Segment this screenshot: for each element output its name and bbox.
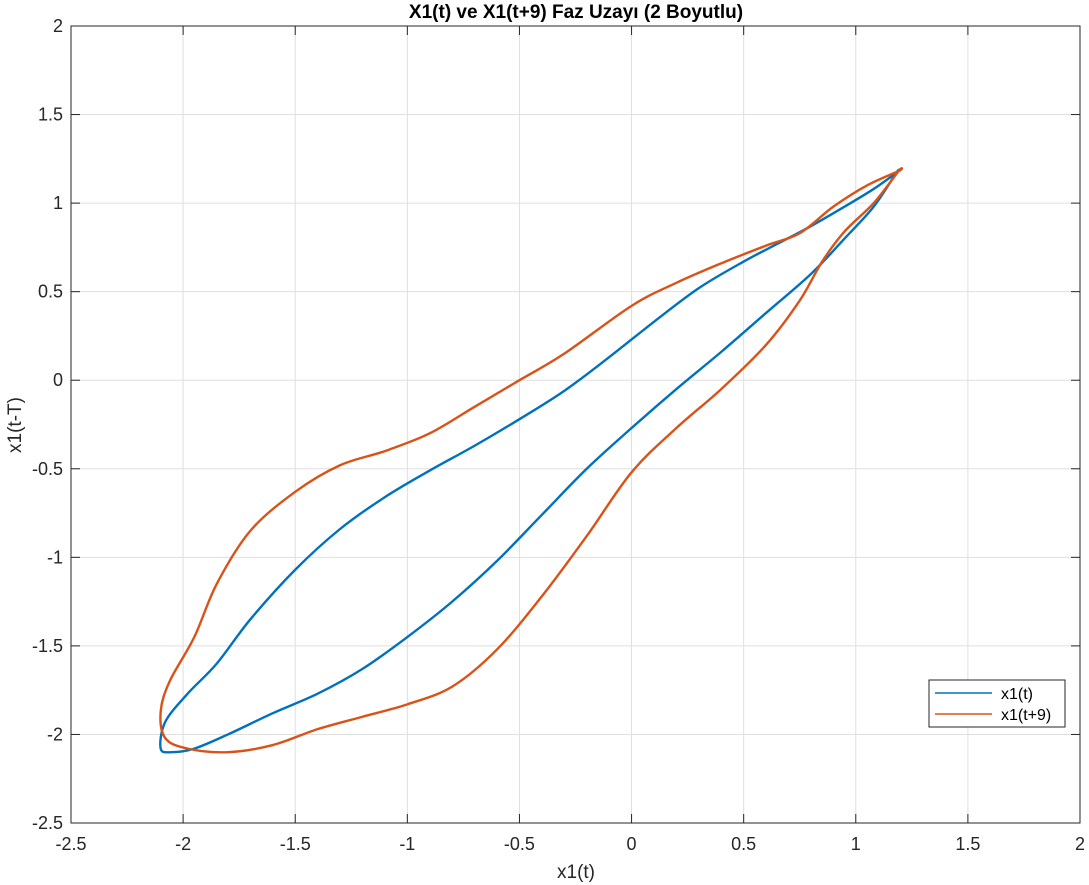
legend-label-0: x1(t) — [1001, 686, 1033, 703]
series-layer — [159, 167, 904, 754]
y-tick-label: -1.5 — [32, 636, 63, 656]
y-tick-label: 0 — [53, 370, 63, 390]
x-tick-label: -2.5 — [55, 834, 86, 854]
x-tick-label: 2 — [1075, 834, 1085, 854]
legend: x1(t) x1(t+9) — [928, 679, 1066, 728]
x-tick-label: 1.5 — [955, 834, 980, 854]
series-1-line — [159, 167, 904, 754]
series-1-path — [159, 167, 904, 754]
x-axis-label: x1(t) — [557, 862, 595, 883]
y-tick-label: 0.5 — [38, 282, 63, 302]
ticks — [70, 25, 1081, 824]
legend-box — [928, 679, 1066, 728]
x-tick-label: 0 — [627, 834, 637, 854]
x-tick-label: -1 — [399, 834, 415, 854]
tick-labels: -2.5 -2 -1.5 -1 -0.5 0 0.5 1 1.5 2 -2.5 -2 -1.5 -1 -0.… — [32, 16, 1085, 854]
legend-label-1: x1(t+9) — [1001, 707, 1051, 724]
x-tick-label: 0.5 — [731, 834, 756, 854]
x-tick-label: -1.5 — [280, 834, 311, 854]
series-0-path — [159, 168, 901, 754]
y-tick-label: 1 — [53, 193, 63, 213]
chart-title: X1(t) ve X1(t+9) Faz Uzayı (2 Boyutlu) — [409, 2, 743, 23]
y-tick-label: 1.5 — [38, 105, 63, 125]
axes-background — [71, 26, 1080, 823]
x-tick-label: 1 — [851, 834, 861, 854]
axes-box — [70, 25, 1081, 824]
y-tick-label: -1 — [47, 547, 63, 567]
x-tick-label: -0.5 — [504, 834, 535, 854]
x-tick-label: -2 — [175, 834, 191, 854]
plot-area — [70, 25, 1081, 824]
series-0-line — [159, 168, 901, 754]
y-tick-label: -2 — [47, 724, 63, 744]
grid — [70, 25, 1081, 824]
y-tick-label: -2.5 — [32, 813, 63, 833]
y-tick-label: 2 — [53, 16, 63, 36]
y-tick-label: -0.5 — [32, 459, 63, 479]
y-axis-label: x1(t-T) — [5, 397, 26, 453]
